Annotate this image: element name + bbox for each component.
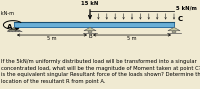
Polygon shape [8,27,20,31]
Text: A: A [7,24,12,30]
Text: 5 kN/m: 5 kN/m [176,5,197,10]
Text: If the 5kN/m uniformly distributed load will be transformed into a singular
conc: If the 5kN/m uniformly distributed load … [1,59,200,84]
Text: B: B [88,34,92,39]
Polygon shape [84,27,96,31]
Circle shape [172,31,176,33]
Text: 15 kN: 15 kN [81,1,99,6]
Bar [14,22,174,27]
Polygon shape [168,27,180,31]
Text: C: C [178,16,183,22]
Text: 5 m: 5 m [47,36,57,41]
Circle shape [88,31,92,33]
Text: 80 kN-m: 80 kN-m [0,11,14,16]
Text: 5 m: 5 m [127,36,137,41]
